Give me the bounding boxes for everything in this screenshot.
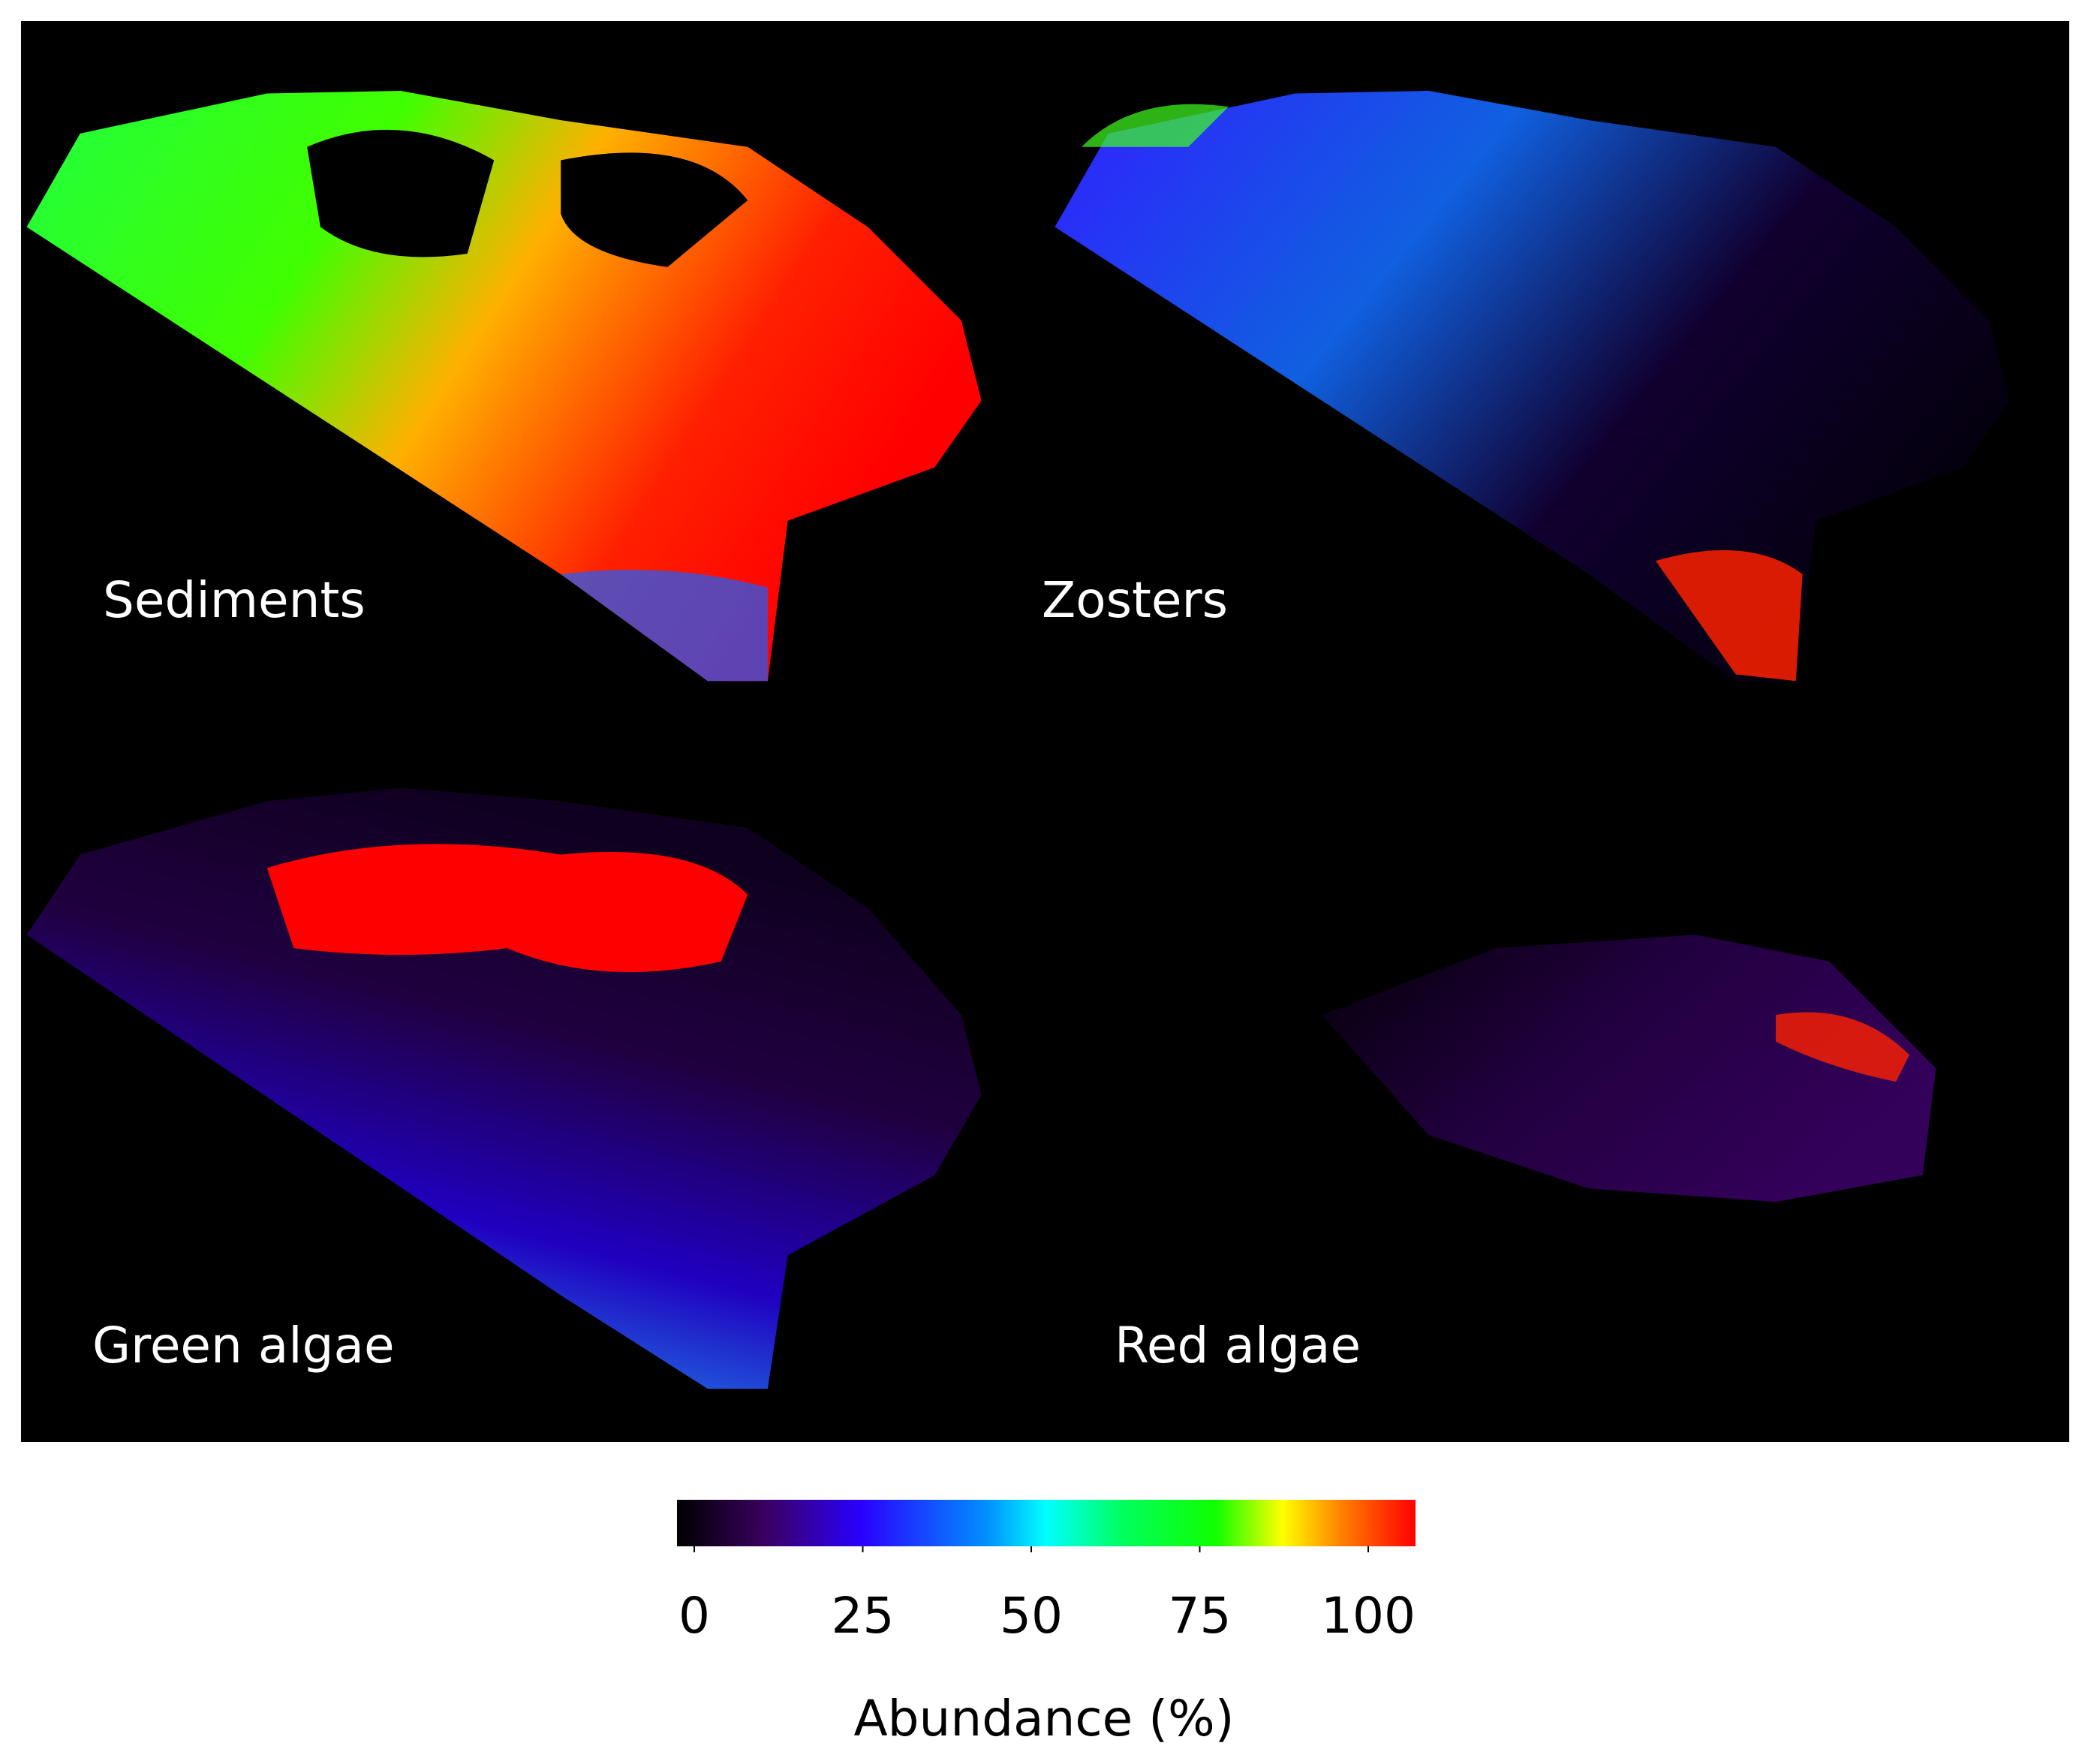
region (561, 570, 768, 682)
region (266, 844, 748, 973)
colorbar-tick-label: 25 (832, 1587, 895, 1645)
map-sediments (26, 90, 982, 682)
map-red-algae (1322, 935, 1936, 1203)
region (1322, 935, 1936, 1203)
colorbar (677, 1500, 1416, 1546)
region (1081, 104, 1229, 147)
colorbar-tick-label: 50 (1000, 1587, 1063, 1645)
colorbar-label: Abundance (%) (854, 1690, 1235, 1747)
panel-label: Zosters (1042, 571, 1228, 629)
region (26, 787, 982, 1389)
map-green-algae (26, 787, 982, 1389)
region (1776, 1012, 1909, 1082)
region (1055, 90, 2010, 682)
colorbar-tick-label: 0 (678, 1587, 710, 1645)
region (1655, 549, 1803, 682)
panel-label: Sediments (103, 571, 366, 629)
colorbar-tick-label: 75 (1169, 1587, 1232, 1645)
maps (26, 90, 2010, 1389)
panel-label: Red algae (1115, 1317, 1361, 1374)
region (26, 90, 982, 682)
colorbar-tick-label: 100 (1321, 1587, 1416, 1645)
map-zosters (1055, 90, 2010, 682)
region (307, 129, 748, 267)
panel-label: Green algae (92, 1317, 395, 1374)
